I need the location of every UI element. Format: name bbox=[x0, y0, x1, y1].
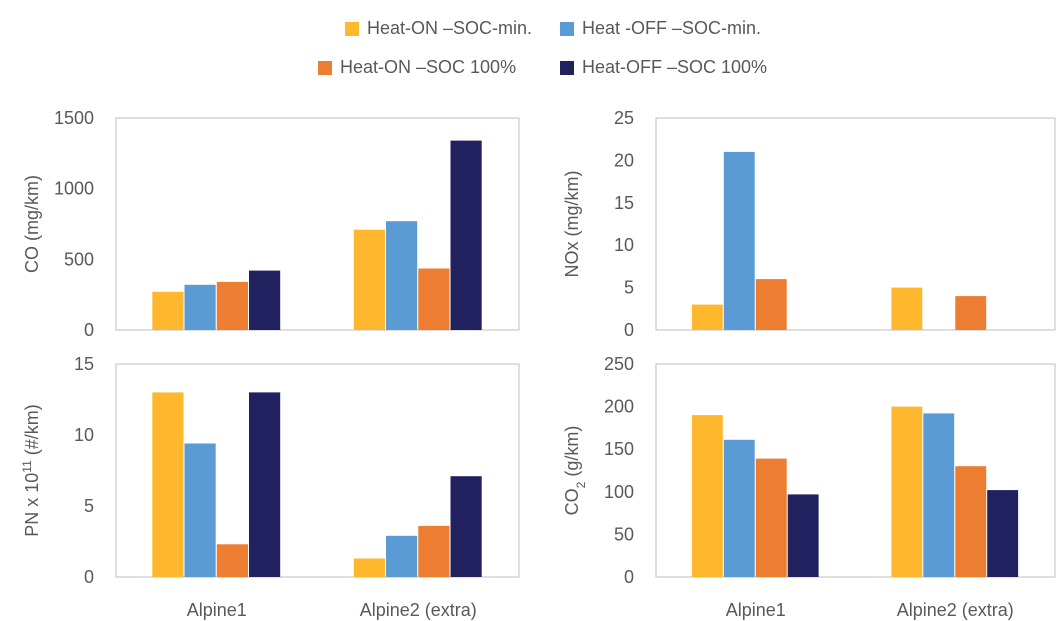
plot-frame-1 bbox=[115, 117, 520, 331]
bar-p1-alpine1-heat-off-soc-min bbox=[184, 284, 216, 330]
y-tick-label-p1-1: 500 bbox=[64, 249, 94, 269]
y-tick-label-p1-2: 1000 bbox=[54, 179, 94, 199]
bar-p1-alpine1-heat-on-soc-min bbox=[152, 291, 184, 330]
y-axis-label-p1: CO (mg/km) bbox=[22, 175, 42, 273]
y-tick-label-p3-1: 5 bbox=[84, 496, 94, 516]
legend-label-heat-off-soc-min: Heat -OFF –SOC-min. bbox=[582, 18, 762, 38]
plot-frame-4 bbox=[655, 363, 1056, 578]
y-tick-label-p1-3: 1500 bbox=[54, 108, 94, 128]
y-axis-label-p3: PN x 1011 (#/km) bbox=[20, 404, 42, 537]
bar-p2-alpine1-heat-on-soc-min bbox=[691, 304, 723, 330]
bar-p3-alpine2-heat-off-soc-100 bbox=[450, 476, 482, 577]
y-tick-label-p2-5: 25 bbox=[614, 108, 634, 128]
bar-p4-alpine1-heat-on-soc-min bbox=[691, 415, 723, 577]
bar-p4-alpine1-heat-on-soc-100 bbox=[755, 458, 787, 577]
bar-p4-alpine2-heat-off-soc-min bbox=[923, 413, 955, 577]
legend-swatch-heat-on-soc-100 bbox=[318, 60, 332, 75]
y-tick-label-p2-1: 5 bbox=[624, 278, 634, 298]
bar-p3-alpine2-heat-off-soc-min bbox=[386, 535, 418, 577]
bar-p4-alpine1-heat-off-soc-min bbox=[723, 439, 755, 577]
bar-p1-alpine1-heat-off-soc-100 bbox=[249, 270, 281, 330]
chart-legend: Heat-ON –SOC-min. Heat -OFF –SOC-min. He… bbox=[0, 0, 1057, 90]
plot-frame-2 bbox=[655, 117, 1056, 331]
y-tick-label-p2-2: 10 bbox=[614, 235, 634, 255]
bar-p2-alpine1-heat-off-soc-min bbox=[723, 151, 755, 330]
y-tick-label-p2-0: 0 bbox=[624, 320, 634, 340]
y-axis-label-p4: CO2 (g/km) bbox=[562, 426, 588, 516]
y-tick-label-p4-5: 250 bbox=[604, 354, 634, 374]
x-tick-label-p3-alpine1: Alpine1 bbox=[187, 600, 247, 620]
plot-frame-3 bbox=[115, 363, 520, 578]
bar-p3-alpine1-heat-on-soc-100 bbox=[216, 544, 248, 577]
bar-p4-alpine2-heat-on-soc-100 bbox=[955, 466, 987, 577]
y-tick-label-p4-0: 0 bbox=[624, 567, 634, 587]
legend-item-heat-on-soc-min: Heat-ON –SOC-min. bbox=[345, 18, 532, 39]
legend-label-heat-off-soc-100: Heat-OFF –SOC 100% bbox=[582, 57, 768, 77]
legend-swatch-heat-on-soc-min bbox=[345, 21, 359, 36]
legend-item-heat-off-soc-100: Heat-OFF –SOC 100% bbox=[560, 57, 767, 78]
bar-p1-alpine2-heat-on-soc-100 bbox=[418, 268, 450, 330]
y-tick-label-p4-3: 150 bbox=[604, 439, 634, 459]
legend-label-heat-on-soc-100: Heat-ON –SOC 100% bbox=[340, 57, 517, 77]
x-tick-label-p4-alpine2: Alpine2 (extra) bbox=[897, 600, 1014, 620]
y-tick-label-p3-2: 10 bbox=[74, 425, 94, 445]
bar-p1-alpine1-heat-on-soc-100 bbox=[216, 281, 248, 330]
y-axis-label-p2: NOx (mg/km) bbox=[562, 171, 582, 278]
bar-p1-alpine2-heat-on-soc-min bbox=[353, 229, 385, 330]
legend-item-heat-on-soc-100: Heat-ON –SOC 100% bbox=[318, 57, 516, 78]
bar-p2-alpine2-heat-on-soc-100 bbox=[955, 296, 987, 330]
bar-p3-alpine1-heat-on-soc-min bbox=[152, 392, 184, 577]
bar-p3-alpine1-heat-off-soc-min bbox=[184, 443, 216, 577]
y-tick-label-p1-0: 0 bbox=[84, 320, 94, 340]
y-tick-label-p4-1: 50 bbox=[614, 524, 634, 544]
bar-p4-alpine1-heat-off-soc-100 bbox=[787, 494, 819, 577]
y-tick-label-p2-4: 20 bbox=[614, 150, 634, 170]
y-tick-label-p4-4: 200 bbox=[604, 397, 634, 417]
bar-p3-alpine2-heat-on-soc-100 bbox=[418, 525, 450, 577]
bar-p2-alpine1-heat-on-soc-100 bbox=[755, 279, 787, 330]
x-tick-label-p4-alpine1: Alpine1 bbox=[726, 600, 786, 620]
x-tick-label-p3-alpine2: Alpine2 (extra) bbox=[360, 600, 477, 620]
legend-item-heat-off-soc-min: Heat -OFF –SOC-min. bbox=[560, 18, 761, 39]
bar-p3-alpine2-heat-on-soc-min bbox=[353, 558, 385, 577]
y-tick-label-p3-0: 0 bbox=[84, 567, 94, 587]
bar-p4-alpine2-heat-on-soc-min bbox=[891, 406, 923, 577]
y-tick-label-p4-2: 100 bbox=[604, 482, 634, 502]
bar-p1-alpine2-heat-off-soc-min bbox=[386, 221, 418, 330]
bar-p3-alpine1-heat-off-soc-100 bbox=[249, 392, 281, 577]
y-tick-label-p3-3: 15 bbox=[74, 354, 94, 374]
bar-p4-alpine2-heat-off-soc-100 bbox=[987, 490, 1019, 577]
legend-swatch-heat-off-soc-min bbox=[560, 21, 574, 36]
bar-p1-alpine2-heat-off-soc-100 bbox=[450, 140, 482, 330]
legend-label-heat-on-soc-min: Heat-ON –SOC-min. bbox=[367, 18, 533, 38]
y-tick-label-p2-3: 15 bbox=[614, 193, 634, 213]
legend-swatch-heat-off-soc-100 bbox=[560, 60, 574, 75]
bar-p2-alpine2-heat-on-soc-min bbox=[891, 287, 923, 330]
